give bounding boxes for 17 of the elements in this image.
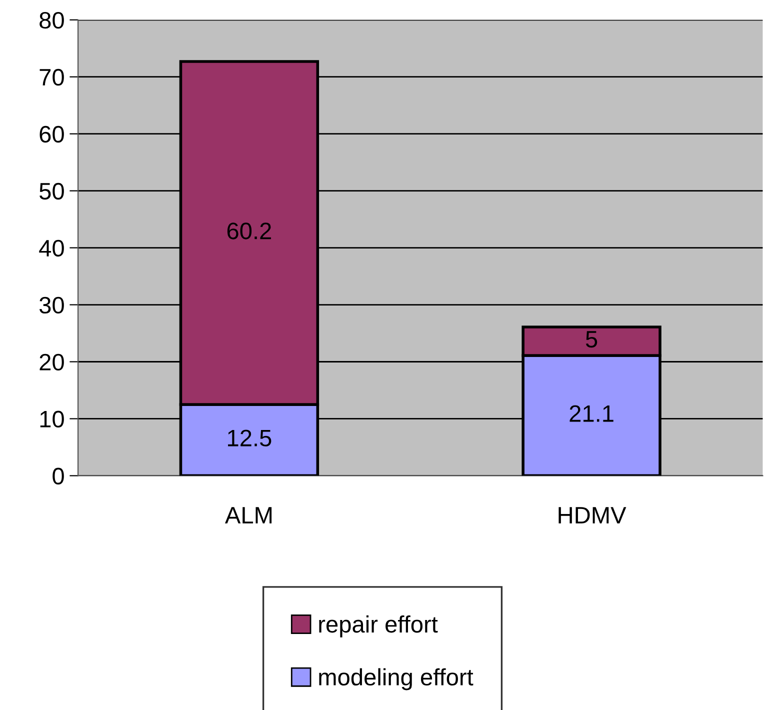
y-tick-label: 20	[40, 354, 64, 371]
y-tick-label: 0	[52, 468, 64, 484]
y-tick-label: 10	[40, 410, 64, 428]
y-tick-label: 60	[40, 126, 64, 143]
y-tick-label: 80	[40, 12, 64, 29]
legend-label: repair effort	[319, 615, 438, 638]
x-tick-label: ALM	[224, 507, 272, 524]
y-tick-label: 50	[40, 182, 64, 200]
data-label: 21.1	[570, 405, 614, 422]
data-label: 5	[586, 331, 598, 348]
data-label: 60.2	[227, 222, 271, 240]
y-tick-label: 40	[39, 240, 64, 257]
data-label: 12.5	[228, 430, 272, 446]
y-tick-label: 70	[40, 68, 64, 86]
y-tick-label: 30	[39, 296, 64, 314]
legend-label: modeling effort	[319, 668, 474, 690]
x-tick-label: HDMV	[558, 507, 626, 524]
